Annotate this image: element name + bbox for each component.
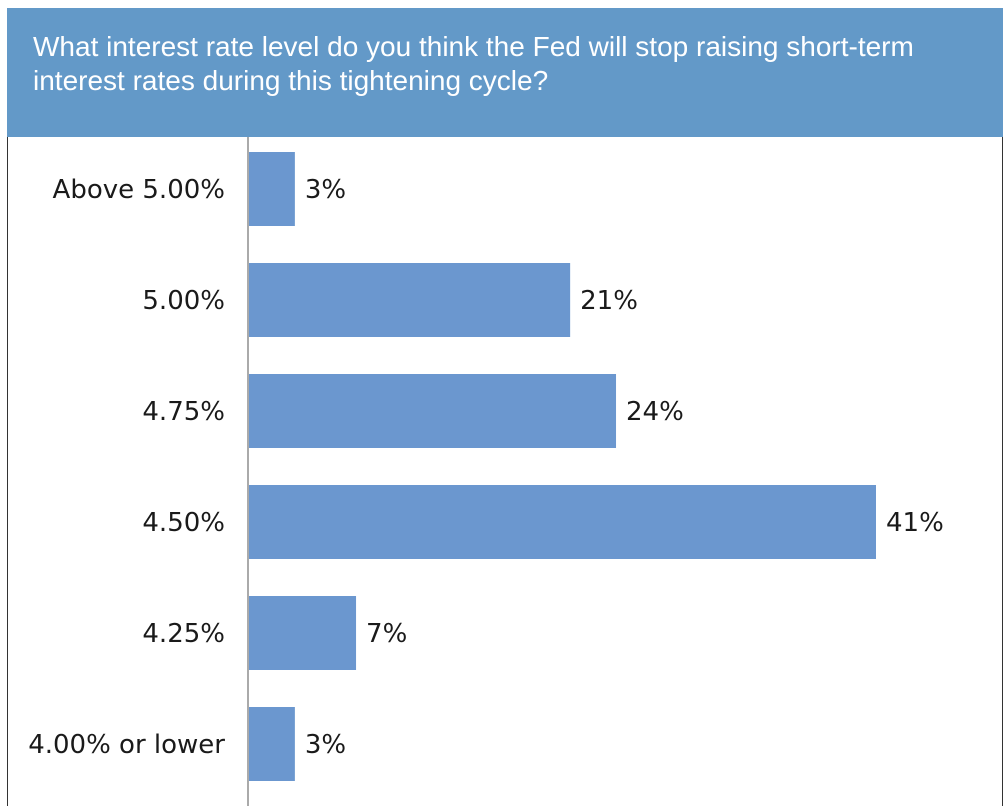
bar [249,374,617,448]
bar [249,707,295,781]
bar [249,485,876,559]
category-label: 4.75% [142,397,225,427]
chart-title-banner: What interest rate level do you think th… [7,8,1003,137]
category-label: 4.50% [142,508,225,538]
category-label: 4.00% or lower [28,730,225,760]
category-label: 5.00% [142,286,225,316]
bar [249,263,571,337]
value-label: 3% [305,730,346,760]
bar-chart: Above 5.00% 3% 5.00% 21% 4.75% 24% 4.50% 41% 4.2… [28,137,944,806]
bar [249,596,357,670]
chart-panel: Above 5.00% 3% 5.00% 21% 4.75% 24% 4.50% 41% 4.2… [7,137,1003,806]
category-label: Above 5.00% [53,175,225,205]
bar [249,152,295,226]
value-label: 3% [305,175,346,205]
category-label: 4.25% [142,619,225,649]
value-label: 24% [626,397,684,427]
value-label: 7% [366,619,407,649]
value-label: 41% [886,508,944,538]
chart-title: What interest rate level do you think th… [33,31,914,96]
value-label: 21% [580,286,638,316]
